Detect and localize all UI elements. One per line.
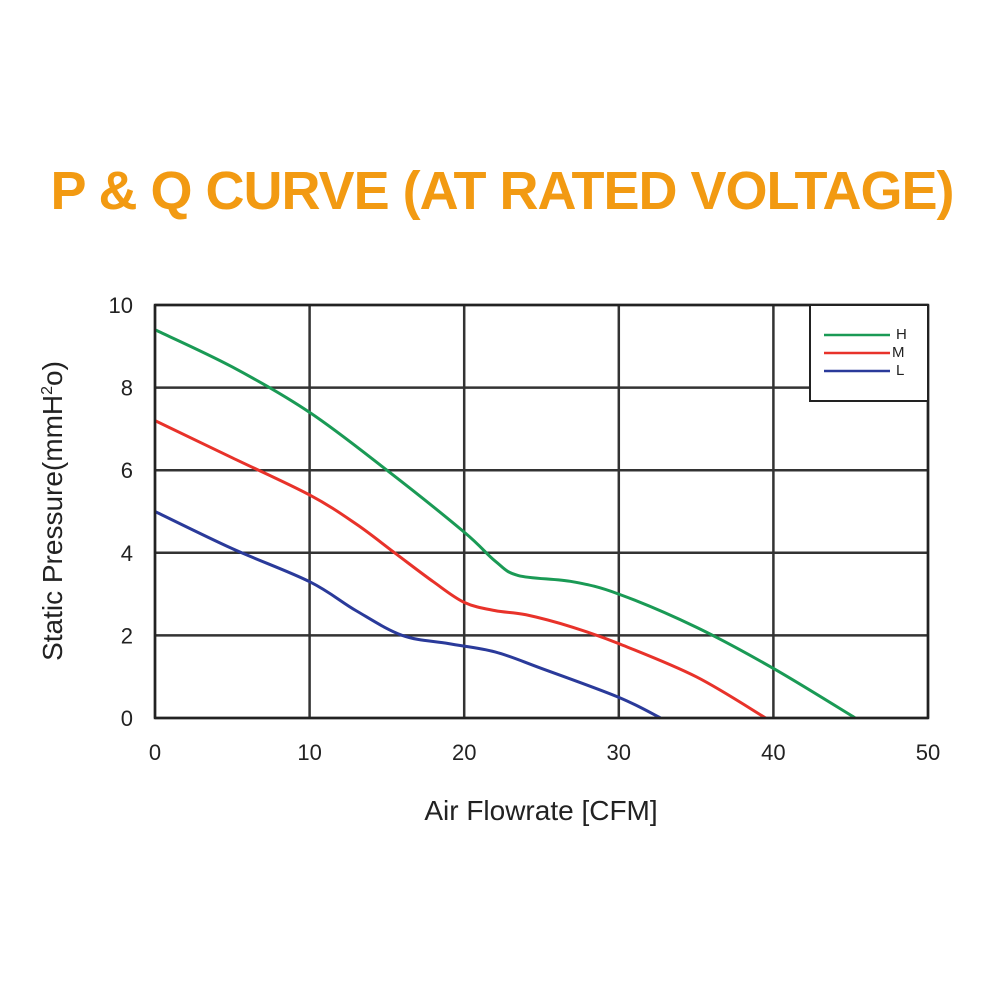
y-tick-label: 10	[109, 293, 133, 318]
tick-layer: 0 10 20 30 40 50 0 2 4 6 8 10	[109, 293, 941, 765]
series-line-m	[154, 419, 767, 720]
legend-label-m: M	[892, 344, 905, 361]
x-tick-label: 50	[916, 740, 940, 765]
x-tick-label: 0	[149, 740, 161, 765]
y-tick-label: 4	[121, 541, 133, 566]
y-tick-label: 0	[121, 706, 133, 731]
x-tick-label: 30	[607, 740, 631, 765]
x-axis-label: Air Flowrate [CFM]	[424, 795, 657, 826]
y-axis-label: Static Pressure(mmH2o)	[37, 361, 68, 661]
chart-title: P & Q CURVE (AT RATED VOLTAGE)	[50, 161, 954, 221]
y-axis-label-superscript: 2	[39, 386, 56, 395]
series-layer	[154, 328, 857, 720]
series-line-h	[154, 328, 857, 720]
legend: HML	[809, 304, 929, 402]
x-tick-label: 10	[297, 740, 321, 765]
y-tick-label: 8	[121, 376, 133, 401]
legend-label-l: L	[896, 362, 904, 379]
y-tick-label: 6	[121, 458, 133, 483]
series-line-l	[154, 510, 662, 720]
legend-label-h: H	[896, 326, 907, 343]
x-tick-label: 40	[761, 740, 785, 765]
y-axis-label-end: o)	[37, 361, 68, 386]
plot-frame	[153, 303, 930, 720]
x-tick-label: 20	[452, 740, 476, 765]
y-tick-label: 2	[121, 623, 133, 648]
y-axis-label-main: Static Pressure(mmH	[37, 395, 68, 661]
